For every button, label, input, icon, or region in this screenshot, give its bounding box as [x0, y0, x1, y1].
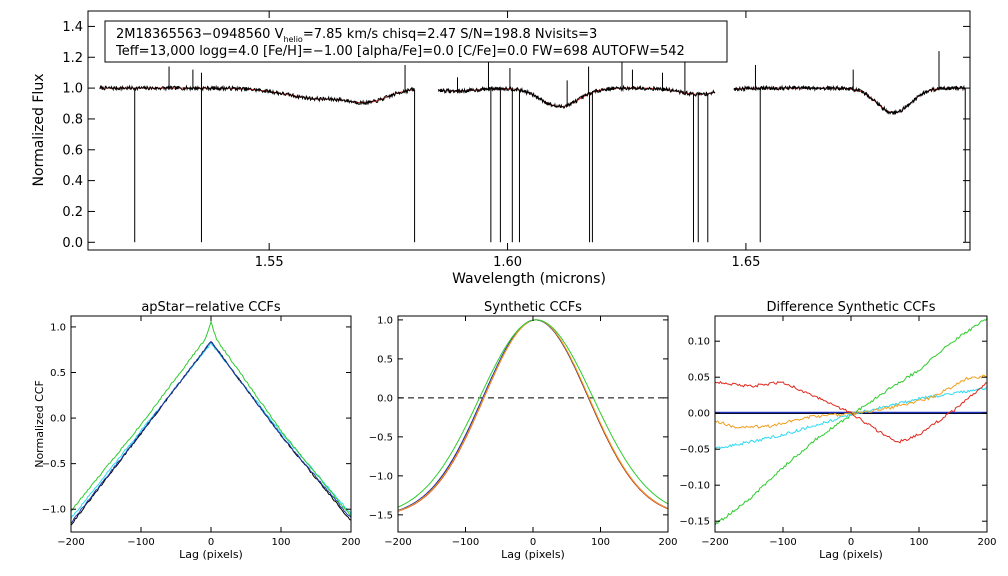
apstar-xtick-label: 0: [208, 537, 214, 548]
difference-xtick-label: 200: [977, 537, 996, 548]
difference-frame: [714, 315, 988, 533]
synthetic-ytick-label: 0.0: [377, 393, 393, 404]
difference-ytick-label: −0.05: [679, 445, 710, 456]
observed-spectrum-chip-1: [99, 84, 415, 106]
apstar-ytick-label: 0.5: [50, 368, 66, 379]
legend-line1-prefix: 2M18365563−0948560 V: [116, 27, 284, 42]
spectrum-panel: 1.55 1.60 1.65 0.0 0.2 0.4 0.6 0.8 1.0 1.2 1.4 2M1…: [31, 10, 971, 287]
synthetic-ytick-label: 0.5: [377, 354, 393, 365]
difference-ytick-label: −0.10: [679, 481, 710, 492]
spectrum-ytick-label: 0.8: [62, 112, 83, 127]
spectrum-legend-line1: 2M18365563−0948560 Vhelio=7.85 km/s chis…: [116, 27, 597, 44]
difference-ytick-label: 0.10: [688, 337, 710, 348]
spectrum-data: [99, 26, 966, 243]
spectrum-frame: [87, 10, 971, 251]
apstar-panel: apStar−relative CCFs −200 −100 0 100 200 −1.0…: [33, 300, 361, 561]
spectrum-xlabel: Wavelength (microns): [452, 271, 606, 287]
model-spectrum-chip-3: [733, 87, 966, 114]
spectrum-xtick-label: 1.65: [731, 255, 760, 270]
difference-xlabel: Lag (pixels): [819, 548, 883, 561]
difference-ccf-green: [714, 318, 988, 526]
apstar-title: apStar−relative CCFs: [141, 300, 281, 315]
difference-axes: −200 −100 0 100 200 −0.15 −0.10 −0.05 0.00 0.05 0.…: [679, 316, 997, 548]
spectrum-ytick-label: 1.0: [62, 82, 83, 97]
synthetic-data: [397, 319, 669, 512]
apstar-frame: [70, 315, 352, 533]
apstar-axes: −200 −100 0 100 200 −1.0 −0.5 0.0 0.5 1.0: [42, 316, 361, 548]
spectrum-ytick-label: 0.0: [62, 236, 83, 251]
difference-ytick-label: 0.00: [688, 409, 710, 420]
legend-line1-sub: helio: [283, 35, 302, 44]
synthetic-ccf-green: [397, 319, 669, 508]
difference-data: [714, 318, 988, 526]
synthetic-ytick-label: −1.0: [369, 471, 393, 482]
difference-xtick-label: 100: [909, 537, 928, 548]
difference-title: Difference Synthetic CCFs: [766, 300, 935, 315]
apstar-data: [70, 320, 352, 526]
difference-ytick-label: 0.05: [688, 373, 710, 384]
spectrum-xtick-label: 1.55: [255, 255, 284, 270]
spectrum-ytick-label: 0.2: [62, 205, 83, 220]
spectrum-xtick-label: 1.60: [493, 255, 522, 270]
spectrum-legend-line2: Teff=13,000 logg=4.0 [Fe/H]=−1.00 [alpha…: [115, 44, 685, 59]
synthetic-ytick-label: 1.0: [377, 315, 393, 326]
synthetic-axes: −200 −100 0 100 200 −1.5 −1.0 −0.5 0.0 0.5 1.0: [369, 315, 678, 548]
apstar-ytick-label: −1.0: [42, 505, 66, 516]
ccf-visit-1: [70, 341, 352, 520]
observed-spectrum-chip-3: [733, 84, 966, 116]
spectrum-ylabel: Normalized Flux: [31, 74, 47, 187]
apstar-xlabel: Lag (pixels): [179, 548, 243, 561]
observed-spectrum-chip-2: [437, 84, 716, 109]
spectrum-legend: 2M18365563−0948560 Vhelio=7.85 km/s chis…: [104, 20, 728, 63]
spectrum-ytick-label: 1.4: [62, 20, 83, 35]
synthetic-xtick-label: 100: [591, 537, 610, 548]
apstar-xtick-label: 100: [271, 537, 290, 548]
apstar-ylabel: Normalized CCF: [33, 380, 46, 468]
synthetic-xtick-label: −100: [452, 537, 479, 548]
spectrum-ytick-label: 0.6: [62, 143, 83, 158]
difference-ccf-red: [714, 380, 988, 444]
difference-xtick-label: 0: [848, 537, 854, 548]
ccf-visit-2: [70, 341, 352, 526]
synthetic-xlabel: Lag (pixels): [501, 548, 565, 561]
spectrum-axes: 1.55 1.60 1.65 0.0 0.2 0.4 0.6 0.8 1.0 1.2 1.4: [62, 11, 970, 270]
synthetic-frame: [397, 315, 669, 533]
synthetic-xtick-label: −200: [384, 537, 411, 548]
synthetic-ytick-label: −1.5: [369, 510, 393, 521]
ccf-visit-4: [70, 320, 352, 517]
synthetic-xtick-label: 0: [530, 537, 536, 548]
apstar-ytick-label: 0.0: [50, 414, 66, 425]
apstar-ytick-label: −0.5: [42, 459, 66, 470]
apstar-xtick-label: −100: [127, 537, 154, 548]
apstar-xtick-label: −200: [57, 537, 84, 548]
synthetic-title: Synthetic CCFs: [484, 300, 582, 315]
difference-xtick-label: −100: [769, 537, 796, 548]
apstar-xtick-label: 200: [341, 537, 360, 548]
difference-xtick-label: −200: [701, 537, 728, 548]
synthetic-xtick-label: 200: [658, 537, 677, 548]
difference-ccf-orange: [714, 374, 988, 429]
difference-ytick-label: −0.15: [679, 517, 710, 528]
difference-ccf-cyan: [714, 386, 988, 451]
spectrum-ytick-label: 0.4: [62, 174, 83, 189]
ccf-visit-3: [70, 340, 352, 524]
synthetic-ytick-label: −0.5: [369, 432, 393, 443]
difference-panel: Difference Synthetic CCFs −200 −100 0 100 20…: [679, 300, 996, 561]
synthetic-panel: Synthetic CCFs −200 −100 0 100 200 −1.5 −1.0 −0…: [369, 300, 678, 561]
spectrum-ytick-label: 1.2: [62, 51, 83, 66]
apstar-ytick-label: 1.0: [50, 322, 66, 333]
legend-line1-suffix: =7.85 km/s chisq=2.47 S/N=198.8 Nvisits=…: [303, 27, 598, 42]
synthetic-ccf-orange: [397, 319, 669, 512]
spectrum-legend-box: [104, 20, 728, 63]
